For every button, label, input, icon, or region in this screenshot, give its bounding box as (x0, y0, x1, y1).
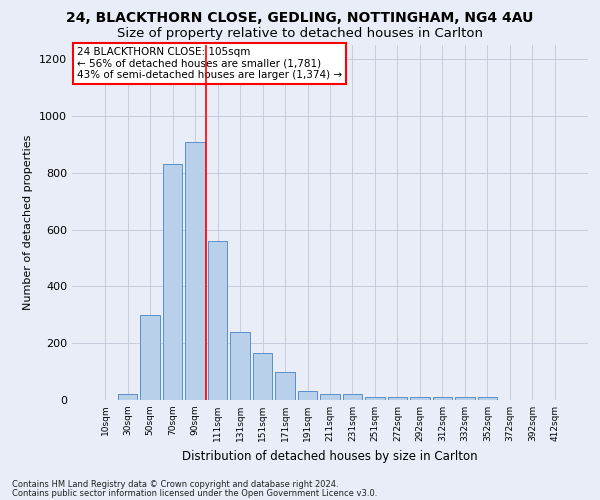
Bar (253, 353, 272, 400)
Text: 24, BLACKTHORN CLOSE, GEDLING, NOTTINGHAM, NG4 4AU: 24, BLACKTHORN CLOSE, GEDLING, NOTTINGHA… (67, 11, 533, 25)
Bar (388, 397, 407, 400)
Text: Contains HM Land Registry data © Crown copyright and database right 2024.: Contains HM Land Registry data © Crown c… (12, 480, 338, 489)
Text: 24 BLACKTHORN CLOSE: 105sqm
← 56% of detached houses are smaller (1,781)
43% of : 24 BLACKTHORN CLOSE: 105sqm ← 56% of det… (77, 47, 342, 80)
Y-axis label: Number of detached properties: Number of detached properties (23, 135, 34, 310)
Text: Contains public sector information licensed under the Open Government Licence v3: Contains public sector information licen… (12, 489, 377, 498)
Bar (365, 397, 385, 400)
Bar (455, 397, 475, 400)
Bar (478, 397, 497, 400)
Bar (343, 394, 362, 400)
Bar (320, 394, 340, 400)
Bar (118, 394, 137, 400)
Bar (208, 241, 227, 400)
Bar (410, 397, 430, 400)
Text: Size of property relative to detached houses in Carlton: Size of property relative to detached ho… (117, 28, 483, 40)
Bar (163, 164, 182, 400)
Bar (185, 142, 205, 400)
Bar (230, 332, 250, 400)
Bar (298, 392, 317, 400)
Bar (433, 397, 452, 400)
Bar (275, 372, 295, 400)
Bar (140, 315, 160, 400)
X-axis label: Distribution of detached houses by size in Carlton: Distribution of detached houses by size … (182, 450, 478, 462)
